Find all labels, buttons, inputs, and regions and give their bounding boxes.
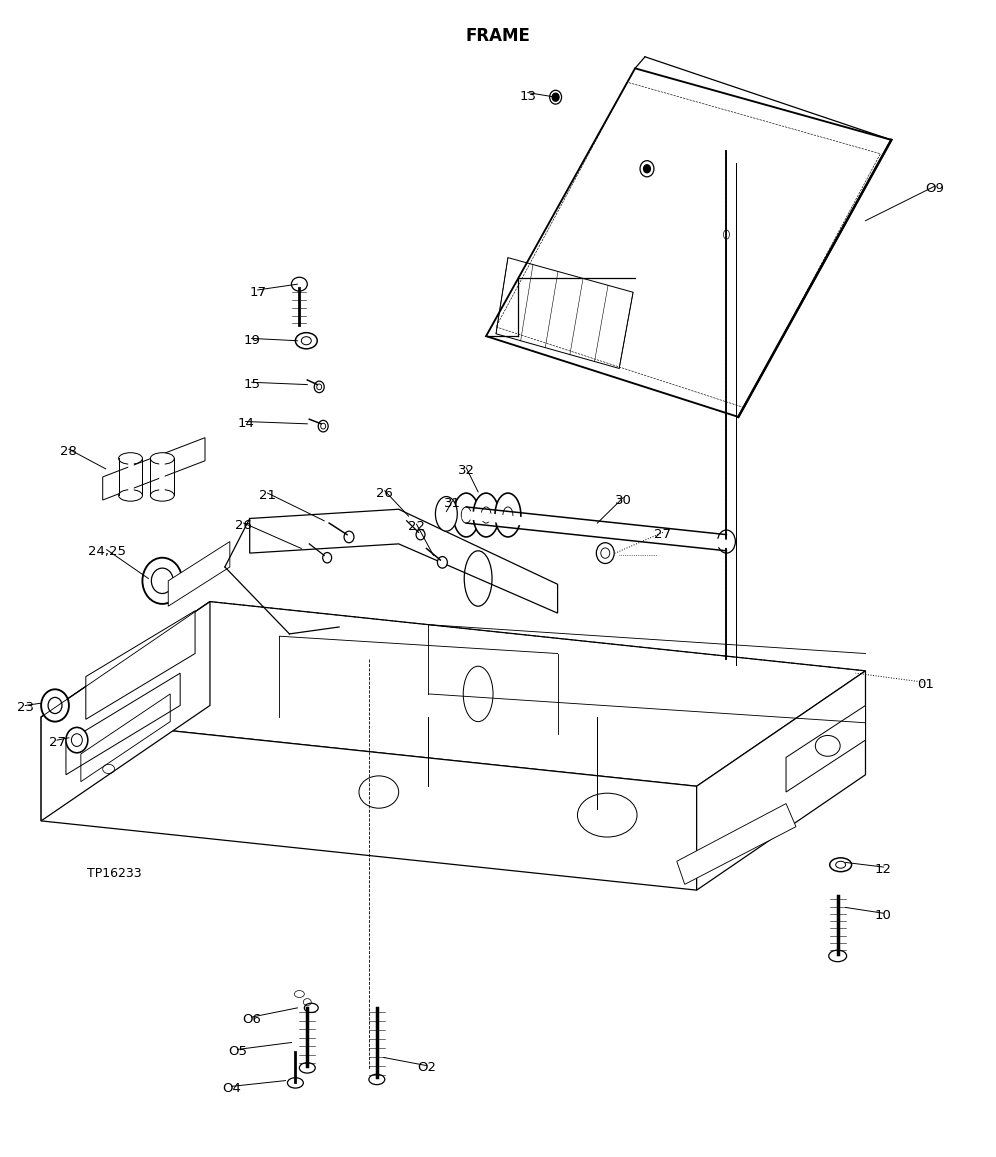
Polygon shape [41, 717, 696, 890]
Text: 21: 21 [259, 489, 276, 502]
Text: 27: 27 [49, 736, 66, 749]
Ellipse shape [150, 489, 174, 501]
Polygon shape [250, 509, 558, 613]
Polygon shape [486, 68, 891, 417]
Ellipse shape [643, 164, 650, 172]
Ellipse shape [495, 493, 521, 537]
Ellipse shape [288, 1077, 304, 1088]
Ellipse shape [150, 452, 174, 464]
Text: 19: 19 [243, 334, 260, 347]
Text: 10: 10 [874, 909, 891, 922]
Ellipse shape [151, 568, 173, 594]
Ellipse shape [437, 557, 447, 568]
Ellipse shape [597, 543, 615, 563]
Text: 28: 28 [61, 445, 78, 458]
Polygon shape [676, 804, 796, 884]
Polygon shape [86, 611, 195, 720]
Ellipse shape [435, 496, 457, 531]
Ellipse shape [119, 452, 142, 464]
Ellipse shape [416, 530, 425, 540]
Text: 26: 26 [376, 487, 393, 500]
Text: O4: O4 [222, 1082, 241, 1096]
Ellipse shape [323, 553, 332, 563]
Ellipse shape [41, 690, 69, 722]
Text: 30: 30 [615, 494, 631, 507]
Ellipse shape [66, 728, 88, 753]
Text: O6: O6 [242, 1012, 261, 1026]
Polygon shape [168, 541, 230, 606]
Text: O9: O9 [925, 182, 944, 194]
Polygon shape [103, 437, 205, 500]
Ellipse shape [550, 90, 562, 104]
Text: 13: 13 [519, 89, 536, 103]
Ellipse shape [48, 698, 62, 714]
Ellipse shape [369, 1074, 384, 1084]
Polygon shape [696, 671, 866, 890]
Text: FRAME: FRAME [465, 27, 531, 45]
Ellipse shape [300, 1062, 316, 1073]
Text: 17: 17 [249, 286, 266, 299]
Text: 27: 27 [654, 528, 671, 541]
Text: 15: 15 [243, 378, 260, 391]
Text: 14: 14 [237, 418, 254, 430]
Polygon shape [66, 673, 180, 775]
Ellipse shape [473, 493, 499, 537]
Text: 01: 01 [916, 678, 933, 691]
Text: 26: 26 [235, 518, 252, 532]
Ellipse shape [717, 530, 735, 553]
Polygon shape [41, 602, 866, 787]
Text: O5: O5 [228, 1045, 247, 1059]
Ellipse shape [344, 531, 354, 543]
Ellipse shape [142, 558, 182, 604]
Ellipse shape [552, 94, 559, 101]
Text: 31: 31 [444, 498, 461, 510]
Text: 12: 12 [874, 863, 891, 876]
Text: 32: 32 [458, 464, 475, 477]
Text: 24,25: 24,25 [88, 545, 125, 559]
Ellipse shape [829, 950, 847, 961]
Ellipse shape [292, 278, 308, 292]
Text: 23: 23 [17, 701, 34, 714]
Polygon shape [41, 602, 210, 820]
Ellipse shape [119, 489, 142, 501]
Text: O2: O2 [417, 1061, 436, 1075]
Polygon shape [786, 706, 866, 793]
Text: 22: 22 [408, 519, 425, 533]
Text: TP16233: TP16233 [87, 868, 141, 880]
Ellipse shape [72, 734, 83, 746]
Ellipse shape [453, 493, 479, 537]
